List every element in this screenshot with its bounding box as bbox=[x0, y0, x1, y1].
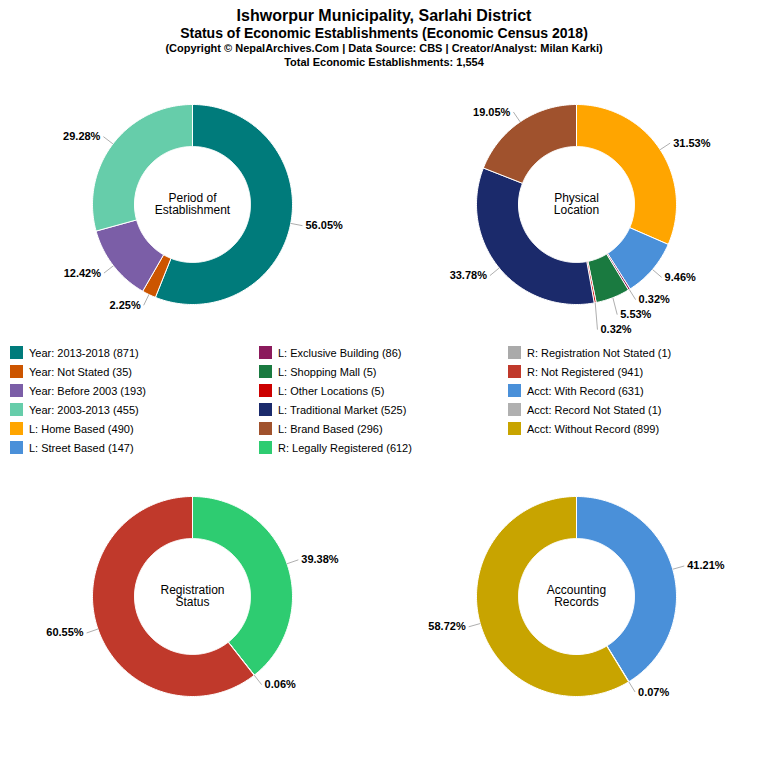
svg-text:0.32%: 0.32% bbox=[600, 324, 631, 336]
svg-text:0.06%: 0.06% bbox=[265, 679, 296, 691]
html-text:R: Not Registered (941): R: Not Registered (941) bbox=[527, 366, 644, 378]
html-text:Status of Economic Establishme: Status of Economic Establishments (Econo… bbox=[180, 25, 588, 42]
html-text:L: Home Based (490): L: Home Based (490) bbox=[29, 423, 134, 435]
html-text:L: Brand Based (296): L: Brand Based (296) bbox=[278, 423, 383, 435]
svg-text:PhysicalLocation: PhysicalLocation bbox=[554, 192, 599, 218]
svg-text:56.05%: 56.05% bbox=[305, 220, 343, 232]
html-text:Year: Not Stated (35): Year: Not Stated (35) bbox=[29, 366, 132, 378]
svg-text:9.46%: 9.46% bbox=[665, 271, 696, 283]
svg-text:RegistrationStatus: RegistrationStatus bbox=[160, 584, 224, 610]
svg-text:29.28%: 29.28% bbox=[63, 131, 101, 143]
html-text:Year: 2003-2013 (455): Year: 2003-2013 (455) bbox=[29, 404, 139, 416]
svg-text:33.78%: 33.78% bbox=[450, 270, 488, 282]
html-text:R: Registration Not Stated (1): R: Registration Not Stated (1) bbox=[527, 347, 672, 359]
svg-text:2.25%: 2.25% bbox=[109, 299, 140, 311]
html-text:Acct: With Record (631): Acct: With Record (631) bbox=[527, 385, 644, 397]
svg-text:41.21%: 41.21% bbox=[687, 560, 725, 572]
html-text:(Copyright © NepalArchives.Com: (Copyright © NepalArchives.Com | Data So… bbox=[165, 42, 603, 54]
html-text:Acct: Record Not Stated (1): Acct: Record Not Stated (1) bbox=[527, 404, 662, 416]
html-text:L: Exclusive Building (86): L: Exclusive Building (86) bbox=[278, 347, 402, 359]
html-text:L: Traditional Market (525): L: Traditional Market (525) bbox=[278, 404, 407, 416]
svg-text:60.55%: 60.55% bbox=[46, 627, 84, 639]
svg-text:12.42%: 12.42% bbox=[64, 267, 102, 279]
svg-text:Period ofEstablishment: Period ofEstablishment bbox=[155, 192, 231, 218]
html-text:L: Street Based (147): L: Street Based (147) bbox=[29, 442, 134, 454]
svg-text:31.53%: 31.53% bbox=[673, 137, 711, 149]
html-text:L: Other Locations (5): L: Other Locations (5) bbox=[278, 385, 385, 397]
html-text:Ishworpur Municipality, Sarlah: Ishworpur Municipality, Sarlahi District bbox=[236, 7, 532, 24]
svg-text:0.32%: 0.32% bbox=[639, 294, 670, 306]
svg-text:0.07%: 0.07% bbox=[638, 686, 669, 698]
svg-text:39.38%: 39.38% bbox=[301, 554, 339, 566]
html-text:R: Legally Registered (612): R: Legally Registered (612) bbox=[278, 442, 412, 454]
svg-text:19.05%: 19.05% bbox=[473, 106, 511, 118]
svg-text:5.53%: 5.53% bbox=[620, 309, 651, 321]
html-text:Year: Before 2003 (193): Year: Before 2003 (193) bbox=[29, 385, 146, 397]
html-text:Year: 2013-2018 (871): Year: 2013-2018 (871) bbox=[29, 347, 139, 359]
html-text:Total Economic Establishments:: Total Economic Establishments: 1,554 bbox=[284, 55, 484, 68]
svg-text:58.72%: 58.72% bbox=[428, 621, 466, 633]
html-text:Acct: Without Record (899): Acct: Without Record (899) bbox=[527, 423, 660, 435]
html-text:L: Shopping Mall (5): L: Shopping Mall (5) bbox=[278, 366, 377, 378]
svg-text:AccountingRecords: AccountingRecords bbox=[547, 584, 606, 610]
